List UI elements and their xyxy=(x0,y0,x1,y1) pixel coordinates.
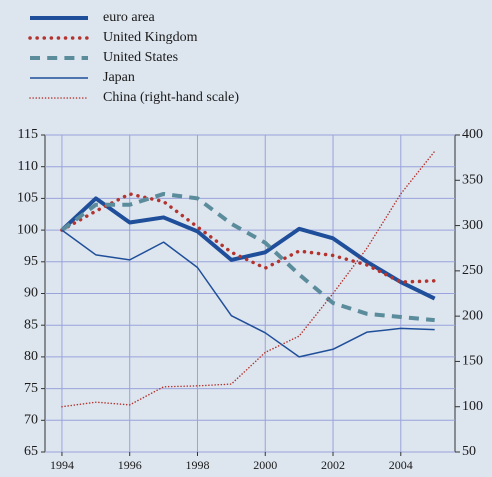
legend-label: United Kingdom xyxy=(103,30,198,45)
y-tick-label: 110 xyxy=(18,159,38,174)
y2-tick-label: 300 xyxy=(462,218,483,233)
y-tick-label: 80 xyxy=(24,349,38,364)
legend-label: United States xyxy=(103,50,178,65)
series-line xyxy=(60,192,437,284)
x-tick-label: 1994 xyxy=(50,458,74,472)
y-tick-label: 115 xyxy=(18,127,38,142)
y2-tick-label: 200 xyxy=(462,308,483,323)
legend-label: euro area xyxy=(103,10,155,25)
y-tick-label: 105 xyxy=(17,191,38,206)
x-tick-label: 2000 xyxy=(253,458,277,472)
series-line xyxy=(61,150,436,408)
y2-tick-label: 400 xyxy=(462,127,483,142)
legend-label: China (right-hand scale) xyxy=(103,90,239,105)
y2-tick-label: 350 xyxy=(462,173,483,188)
x-tick-label: 2002 xyxy=(321,458,345,472)
y2-tick-label: 150 xyxy=(462,354,483,369)
y-tick-label: 75 xyxy=(24,381,38,396)
x-tick-label: 1998 xyxy=(185,458,209,472)
y-tick-label: 85 xyxy=(24,317,38,332)
y2-tick-label: 50 xyxy=(462,444,476,459)
series-line xyxy=(60,196,436,301)
x-tick-label: 2004 xyxy=(389,458,413,472)
x-tick-label: 1996 xyxy=(118,458,142,472)
y-tick-label: 95 xyxy=(24,254,38,269)
y2-tick-label: 250 xyxy=(462,263,483,278)
legend-label: Japan xyxy=(103,70,135,85)
series-line xyxy=(61,229,435,358)
y-tick-label: 100 xyxy=(17,222,38,237)
y-tick-label: 90 xyxy=(24,286,38,301)
y-tick-label: 70 xyxy=(24,413,38,428)
y2-tick-label: 100 xyxy=(462,399,483,414)
y-tick-label: 65 xyxy=(24,444,38,459)
series-line xyxy=(60,191,435,323)
